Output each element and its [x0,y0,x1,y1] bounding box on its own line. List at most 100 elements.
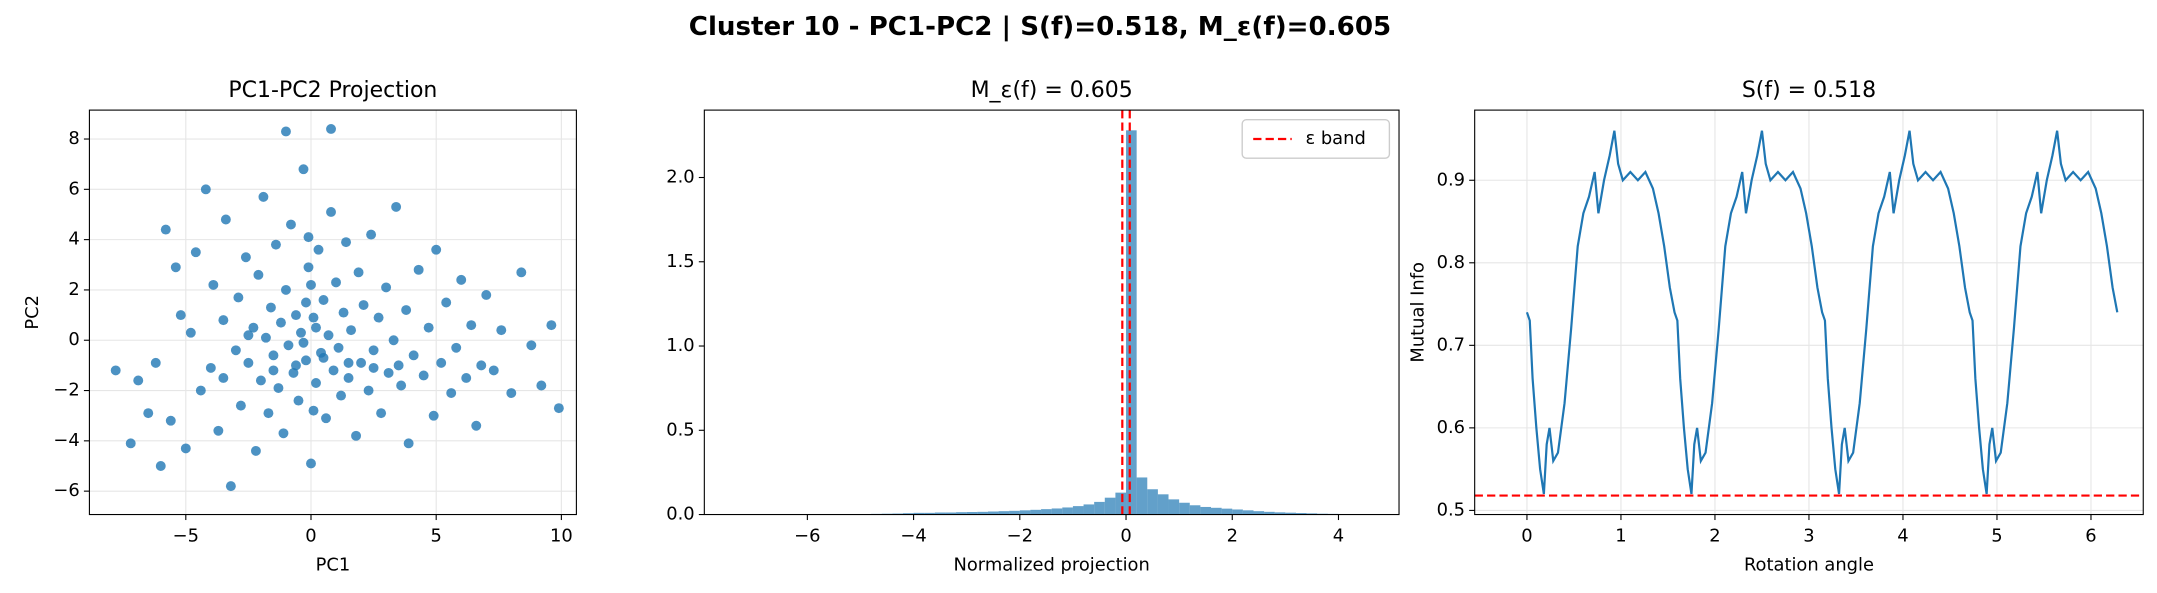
point [446,388,457,399]
point [318,352,329,363]
bar [956,512,967,515]
point [301,297,311,308]
point [278,428,289,439]
bar [1019,510,1031,515]
point [170,262,181,273]
point [225,481,236,492]
point [308,405,319,416]
point [243,330,254,341]
y-tick-label: 0.8 [1437,252,1465,273]
point [175,310,186,321]
point [358,300,369,310]
bar [1062,507,1073,515]
bar [1211,507,1222,515]
bar [1157,494,1169,515]
bar [1179,502,1190,515]
point [338,307,349,318]
point [436,357,447,368]
point [218,315,229,326]
point [235,400,246,411]
bar [1295,513,1307,515]
bar [1009,510,1020,515]
point [208,279,219,290]
point [303,262,314,273]
point [336,390,346,401]
y-tick-label: 2.0 [666,167,694,188]
bar [1083,504,1095,515]
point [328,365,339,376]
point [275,317,286,328]
axes-title: M_ε(f) = 0.605 [971,78,1133,103]
point [250,445,261,456]
point [351,430,362,441]
point [308,312,319,323]
point [331,277,341,288]
point [341,237,352,248]
x-tick-label: 2 [1709,526,1720,547]
x-axis-label: Rotation angle [1744,554,1874,575]
point [150,357,161,368]
bar [1274,512,1286,515]
point [301,355,311,366]
bar [1285,512,1296,515]
bar [1094,501,1105,515]
bar [1115,492,1127,515]
point [233,292,244,303]
point [220,214,231,225]
point [291,360,301,371]
point [496,325,507,336]
x-tick-label: 3 [1803,526,1814,547]
bar [977,511,988,515]
bar [1253,511,1265,515]
y-tick-label: 0.6 [1437,417,1465,438]
point [291,310,301,321]
y-tick-label: 0.9 [1437,169,1465,190]
point [381,282,392,293]
bar [1072,506,1084,515]
bar [1242,510,1254,515]
x-tick-label: 10 [550,526,573,547]
y-tick-label: −4 [53,430,79,451]
point [273,383,284,393]
x-tick-label: 1 [1615,526,1626,547]
point [185,327,196,338]
y-tick-label: −6 [53,480,79,501]
y-tick-label: 1.5 [666,251,694,272]
point [195,385,206,396]
point [268,365,279,376]
x-tick-label: 6 [2085,526,2096,547]
point [213,425,224,436]
point [343,357,354,368]
point [471,420,482,431]
bar [1264,511,1275,515]
point [306,279,316,290]
y-tick-label: 2 [68,279,79,300]
point [418,370,429,381]
bar [924,512,935,515]
point [260,332,271,343]
bar [998,511,1010,515]
point [293,395,304,406]
point [286,219,296,230]
y-tick-label: 0.5 [666,419,694,440]
point [268,350,279,361]
bar [913,512,925,515]
bar [1147,489,1158,515]
bar [1200,506,1212,515]
point [466,320,477,331]
x-tick-label: 0 [1521,526,1532,547]
point [343,373,354,383]
x-tick-label: −6 [794,526,820,547]
point [428,410,439,421]
point [481,290,492,300]
y-tick-label: 0.0 [666,504,694,525]
x-tick-label: 4 [1333,526,1344,547]
point [383,367,394,378]
y-tick-label: 4 [68,229,79,250]
point [313,244,324,255]
bar [1104,497,1116,515]
point [516,267,527,278]
bar [1126,130,1137,515]
point [356,357,367,368]
point [451,342,462,353]
